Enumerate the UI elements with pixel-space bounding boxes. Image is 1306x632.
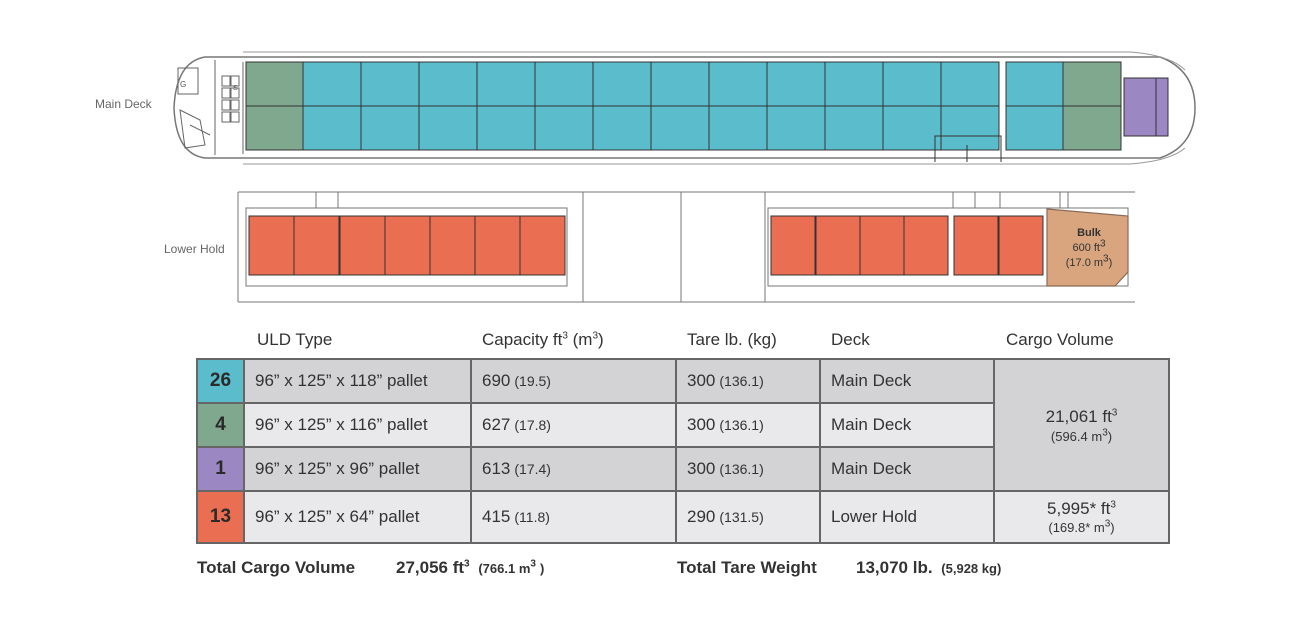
main-deck-pallet-end	[245, 105, 304, 151]
header-uld-type: ULD Type	[257, 330, 333, 349]
row-4-count: 4	[198, 404, 243, 446]
row-1-uld: 96” x 125” x 96” pallet	[245, 448, 470, 490]
row-26-capacity: 690 (19.5)	[472, 360, 675, 402]
lower-volume-ft: 5,995* ft3	[1047, 499, 1116, 518]
header-tare: Tare lb. (kg)	[687, 330, 777, 349]
main-deck-pallet	[940, 105, 1000, 151]
main-deck-pallet	[882, 105, 942, 151]
main-deck-pallet-end	[245, 61, 304, 107]
row-13-count: 13	[198, 492, 243, 542]
row-4-capacity: 627 (17.8)	[472, 404, 675, 446]
main-deck-label: Main Deck	[95, 97, 152, 111]
main-deck-pallet	[1005, 105, 1064, 151]
row-1-capacity: 613 (17.4)	[472, 448, 675, 490]
row-13-capacity: 415 (11.8)	[472, 492, 675, 542]
lower-hold-label: Lower Hold	[164, 242, 225, 256]
main-deck-pallet	[476, 105, 536, 151]
row-13-deck: Lower Hold	[821, 492, 993, 542]
main-deck-pallet	[766, 105, 826, 151]
main-deck-pallet	[476, 61, 536, 107]
bulk-volume-m: (17.0 m3)	[1065, 253, 1113, 269]
row-4-uld: 96” x 125” x 116” pallet	[245, 404, 470, 446]
main-deck-pallet	[650, 105, 710, 151]
bulk-title: Bulk	[1077, 227, 1101, 239]
main-deck-pallet	[650, 61, 710, 107]
header-deck: Deck	[831, 330, 870, 349]
row-13-uld: 96” x 125” x 64” pallet	[245, 492, 470, 542]
lower-volume-m: (169.8* m3)	[1048, 518, 1115, 535]
main-deck-pallet	[418, 61, 478, 107]
main-deck-pallet	[940, 61, 1000, 107]
aircraft-loading-diagram: G S	[173, 51, 1196, 303]
main-deck-pallet	[534, 61, 594, 107]
main-deck-cargo-volume: 21,061 ft3 (596.4 m3)	[995, 360, 1168, 490]
header-cargo-volume: Cargo Volume	[1006, 330, 1114, 349]
main-deck-pallet	[824, 61, 884, 107]
main-deck-fuselage-inner-bottom	[243, 147, 1186, 165]
main-deck-pallet	[708, 61, 768, 107]
main-deck-pallets	[245, 61, 1169, 162]
lower-hold-pallet	[339, 215, 386, 276]
main-deck-pallet	[1005, 61, 1064, 107]
lower-hold-pallet	[815, 215, 861, 276]
header-capacity: Capacity ft3 (m3)	[482, 330, 604, 349]
row-1-count: 1	[198, 448, 243, 490]
row-26-uld: 96” x 125” x 118” pallet	[245, 360, 470, 402]
lower-hold-pallet	[384, 215, 431, 276]
main-deck-pallet	[592, 61, 652, 107]
lower-hold-pallet	[770, 215, 816, 276]
main-deck-pallet	[708, 105, 768, 151]
bulk-label: Bulk 600 ft3 (17.0 m3)	[1050, 226, 1128, 271]
main-deck-pallet	[418, 105, 478, 151]
lower-hold-pallet	[293, 215, 340, 276]
main-deck-pallet	[302, 105, 362, 151]
lower-hold-pallets	[248, 215, 1044, 276]
lower-hold-pallet	[998, 215, 1044, 276]
main-deck-pallet-small	[1123, 77, 1157, 137]
main-deck-pallet	[824, 105, 884, 151]
row-1-deck: Main Deck	[821, 448, 993, 490]
main-deck-pallet	[534, 105, 594, 151]
main-deck-pallet-end	[1062, 61, 1122, 107]
main-deck-pallet	[592, 105, 652, 151]
main-deck-pallet	[302, 61, 362, 107]
row-4-deck: Main Deck	[821, 404, 993, 446]
lower-hold-pallet	[474, 215, 521, 276]
row-4-tare: 300 (136.1)	[677, 404, 819, 446]
row-26-count: 26	[198, 360, 243, 402]
main-deck-pallet	[360, 105, 420, 151]
total-cargo-volume-value: 27,056 ft3 (766.1 m3)	[396, 558, 545, 577]
main-volume-ft: 21,061 ft3	[1045, 406, 1118, 426]
lower-hold-pallet	[953, 215, 999, 276]
svg-text:S: S	[233, 85, 238, 92]
main-deck-pallet	[766, 61, 826, 107]
lower-hold-pallet	[429, 215, 476, 276]
lower-hold-pallet	[519, 215, 566, 276]
cargo-door-outline	[934, 135, 1002, 162]
main-volume-m: (596.4 m3)	[1050, 427, 1113, 444]
main-deck-pallet-small-part	[1155, 77, 1169, 137]
lower-hold-pallet	[248, 215, 295, 276]
lower-hold-pallet	[859, 215, 905, 276]
bulk-compartment	[1046, 208, 1129, 287]
total-tare-weight-value: 13,070 lb. (5,928 kg)	[856, 558, 1002, 577]
bulk-volume-ft: 600 ft3	[1072, 238, 1106, 254]
row-1-tare: 300 (136.1)	[677, 448, 819, 490]
total-tare-weight-label: Total Tare Weight	[677, 558, 817, 577]
lower-hold-pallet	[903, 215, 949, 276]
svg-text:G: G	[180, 80, 186, 89]
row-26-deck: Main Deck	[821, 360, 993, 402]
lower-hold-outline	[237, 191, 1135, 303]
main-deck-pallet	[360, 61, 420, 107]
row-13-tare: 290 (131.5)	[677, 492, 819, 542]
main-deck-pallet-end	[1062, 105, 1122, 151]
total-cargo-volume-label: Total Cargo Volume	[197, 558, 356, 577]
lower-hold-cargo-volume: 5,995* ft3 (169.8* m3)	[995, 492, 1168, 542]
main-deck-fuselage-inner	[243, 51, 1186, 71]
main-deck-pallet	[882, 61, 942, 107]
row-26-tare: 300 (136.1)	[677, 360, 819, 402]
cockpit-area: G S	[177, 60, 244, 155]
